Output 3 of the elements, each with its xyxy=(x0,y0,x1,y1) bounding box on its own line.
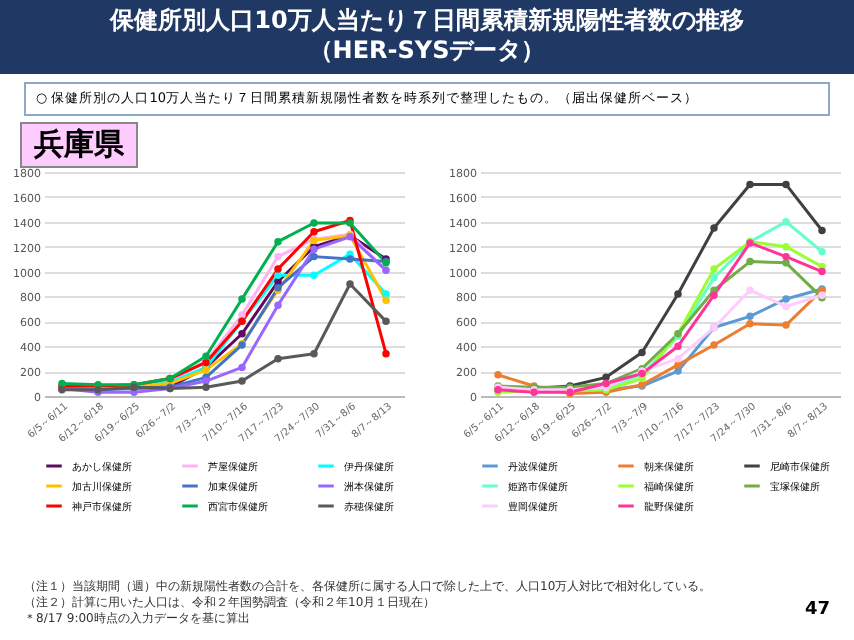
chart-title: 保健所別人口10万人当たり７日間累積新規陽性者数の推移（HER-SYSデータ） xyxy=(0,0,854,74)
text: 兵庫県 xyxy=(20,122,138,168)
text: 47 xyxy=(804,600,830,620)
